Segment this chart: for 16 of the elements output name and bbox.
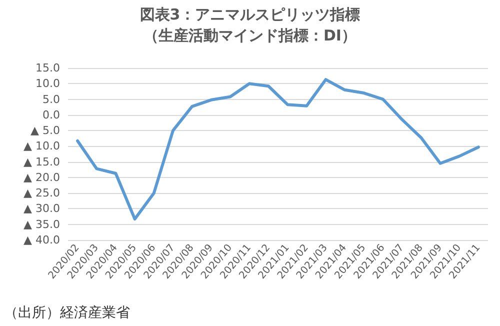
- chart-subtitle: （生産活動マインド指標：DI）: [143, 26, 357, 44]
- y-tick-label: ▲ 35.0: [24, 218, 60, 231]
- y-tick-label: ▲ 10.0: [24, 140, 60, 153]
- y-tick-label: ▲ 25.0: [24, 186, 60, 200]
- y-tick-label: ▲ 30.0: [24, 202, 60, 216]
- y-tick-label: 5.0: [42, 92, 60, 106]
- y-tick-label: ▲ 40.0: [24, 234, 60, 246]
- text: （出所）経済産業省: [4, 305, 130, 321]
- y-tick-label: 15.0: [36, 62, 60, 74]
- y-tick-label: 10.0: [36, 77, 60, 90]
- y-tick-label: 0.0: [42, 108, 60, 122]
- chart-title: 図表3：アニマルスピリッツ指標: [140, 6, 360, 24]
- y-tick-label: ▲ 15.0: [24, 155, 60, 168]
- y-tick-label: ▲ 20.0: [24, 170, 60, 184]
- line-series: [76, 78, 480, 221]
- y-tick-label: ▲ 5.0: [30, 124, 60, 138]
